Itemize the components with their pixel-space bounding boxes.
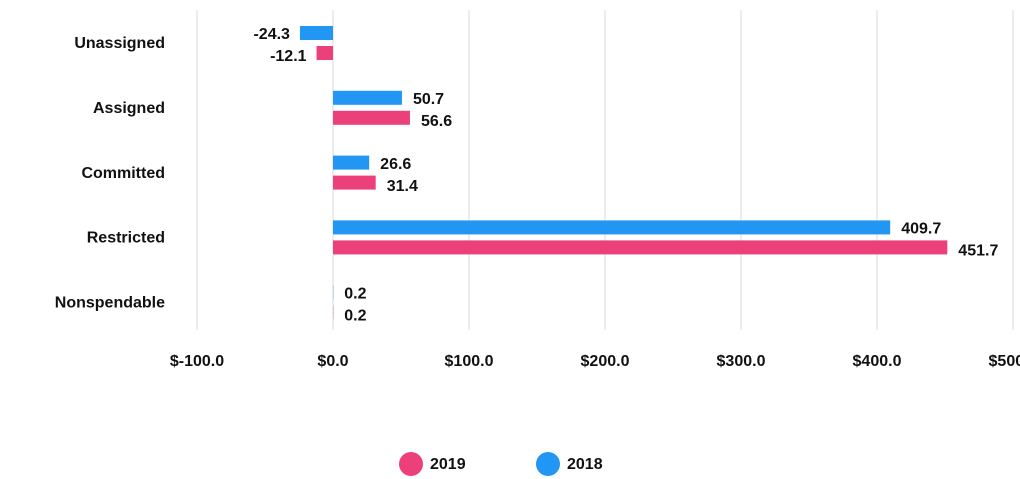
category-label: Committed xyxy=(81,165,165,182)
x-tick-label: $0.0 xyxy=(317,353,348,370)
bar xyxy=(333,175,376,190)
bar xyxy=(333,90,402,105)
x-tick-label: $300.0 xyxy=(717,353,766,370)
category-label: Restricted xyxy=(87,230,165,247)
value-label: 0.2 xyxy=(344,307,366,324)
value-label: 451.7 xyxy=(958,243,998,260)
value-label: -24.3 xyxy=(253,26,290,43)
legend-swatch xyxy=(399,452,423,476)
category-label: Unassigned xyxy=(74,35,165,52)
bar xyxy=(299,26,333,40)
value-label: 31.4 xyxy=(387,178,418,195)
value-label: 26.6 xyxy=(380,156,411,173)
x-tick-label: $200.0 xyxy=(581,353,630,370)
value-label: 0.2 xyxy=(344,285,366,302)
category-label: Nonspendable xyxy=(55,294,165,311)
bar xyxy=(316,46,333,60)
x-tick-label: $500.0 xyxy=(989,353,1020,370)
bar xyxy=(333,155,370,170)
value-label: 409.7 xyxy=(901,221,941,238)
x-tick-label: $-100.0 xyxy=(170,353,224,370)
legend-label: 2018 xyxy=(567,456,603,473)
bar xyxy=(333,240,948,255)
value-label: -12.1 xyxy=(270,48,307,65)
value-label: 50.7 xyxy=(413,91,444,108)
x-tick-label: $400.0 xyxy=(853,353,902,370)
x-tick-label: $100.0 xyxy=(445,353,494,370)
category-label: Assigned xyxy=(93,100,165,117)
bar xyxy=(333,220,891,235)
legend-swatch xyxy=(536,452,560,476)
value-label: 56.6 xyxy=(421,113,452,130)
legend-label: 2019 xyxy=(430,456,466,473)
bar xyxy=(333,110,410,125)
